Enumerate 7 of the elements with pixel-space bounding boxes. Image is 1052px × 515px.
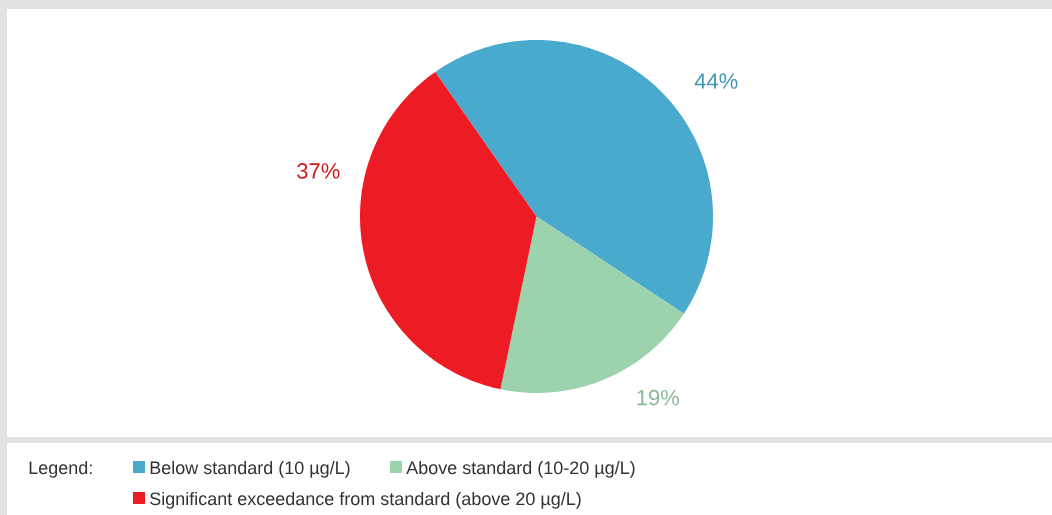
data-label: 19% [637, 389, 679, 406]
legend-label: Below standard (10 µg/L) [150, 460, 350, 478]
legend-label: Significant exceedance from standard (above 20 µg/L) [150, 491, 581, 509]
legend-title: Legend: [29, 460, 92, 478]
legend-label: Above standard (10-20 µg/L) [406, 460, 635, 478]
data-label: 37% [297, 163, 340, 179]
data-label: 44% [694, 73, 738, 89]
